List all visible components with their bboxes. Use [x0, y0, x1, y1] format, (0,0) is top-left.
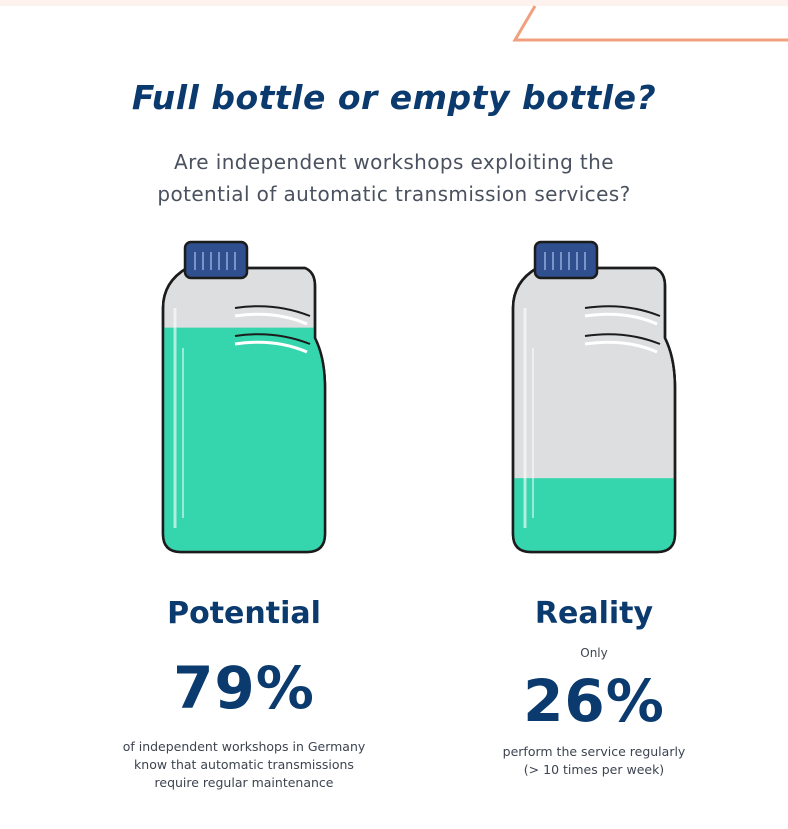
potential-percentage: 79%	[173, 654, 315, 722]
reality-caption-line-2: (> 10 times per week)	[523, 762, 665, 777]
bottle-liquid	[163, 327, 325, 552]
page-subtitle: Are independent workshops exploiting the…	[100, 146, 688, 210]
bottle-full-illustration	[161, 240, 327, 554]
page-title: Full bottle or empty bottle?	[131, 78, 657, 117]
potential-caption-line-1: of independent workshops in Germany	[122, 739, 366, 754]
reality-heading: Reality	[534, 596, 654, 631]
reality-prefix: Only	[580, 646, 608, 660]
bottle-liquid	[513, 478, 675, 552]
bottle-empty-illustration	[511, 240, 677, 554]
bottle-cap	[183, 240, 249, 280]
top-band	[0, 0, 788, 6]
reality-caption: perform the service regularly (> 10 time…	[444, 743, 744, 779]
bottle-cap	[533, 240, 599, 280]
subtitle-line-2: potential of automatic transmission serv…	[157, 182, 631, 206]
potential-caption-line-2: know that automatic transmissions	[134, 757, 354, 772]
subtitle-line-1: Are independent workshops exploiting the	[174, 150, 614, 174]
potential-caption-line-3: require regular maintenance	[154, 775, 334, 790]
decorative-corner-line	[512, 5, 788, 42]
reality-caption-line-1: perform the service regularly	[502, 744, 686, 759]
reality-percentage: 26%	[523, 667, 665, 735]
potential-caption: of independent workshops in Germany know…	[84, 738, 404, 792]
potential-heading: Potential	[167, 596, 321, 631]
